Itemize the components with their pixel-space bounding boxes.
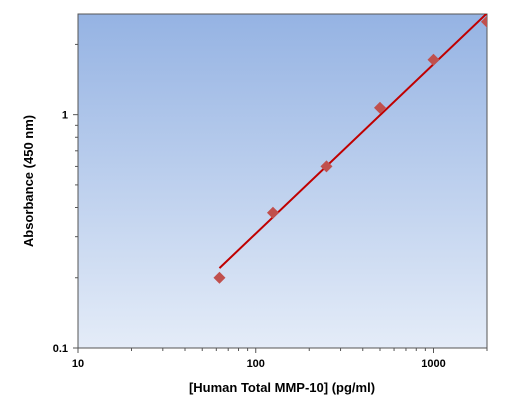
x-axis-title: [Human Total MMP-10] (pg/ml) bbox=[189, 380, 375, 395]
x-tick-label: 100 bbox=[247, 358, 265, 370]
y-axis-title: Absorbance (450 nm) bbox=[21, 115, 36, 247]
y-tick-label: 0.1 bbox=[53, 343, 68, 355]
data-point bbox=[373, 101, 386, 114]
plot-area bbox=[77, 13, 488, 349]
x-tick-label: 1000 bbox=[421, 358, 445, 370]
data-point bbox=[427, 53, 440, 66]
x-tick-label: 10 bbox=[72, 358, 84, 370]
data-point bbox=[266, 206, 279, 219]
data-point bbox=[213, 271, 226, 284]
data-point bbox=[320, 160, 333, 173]
fit-line bbox=[218, 14, 487, 269]
data-point bbox=[481, 15, 487, 28]
y-tick-label: 1 bbox=[62, 110, 68, 122]
